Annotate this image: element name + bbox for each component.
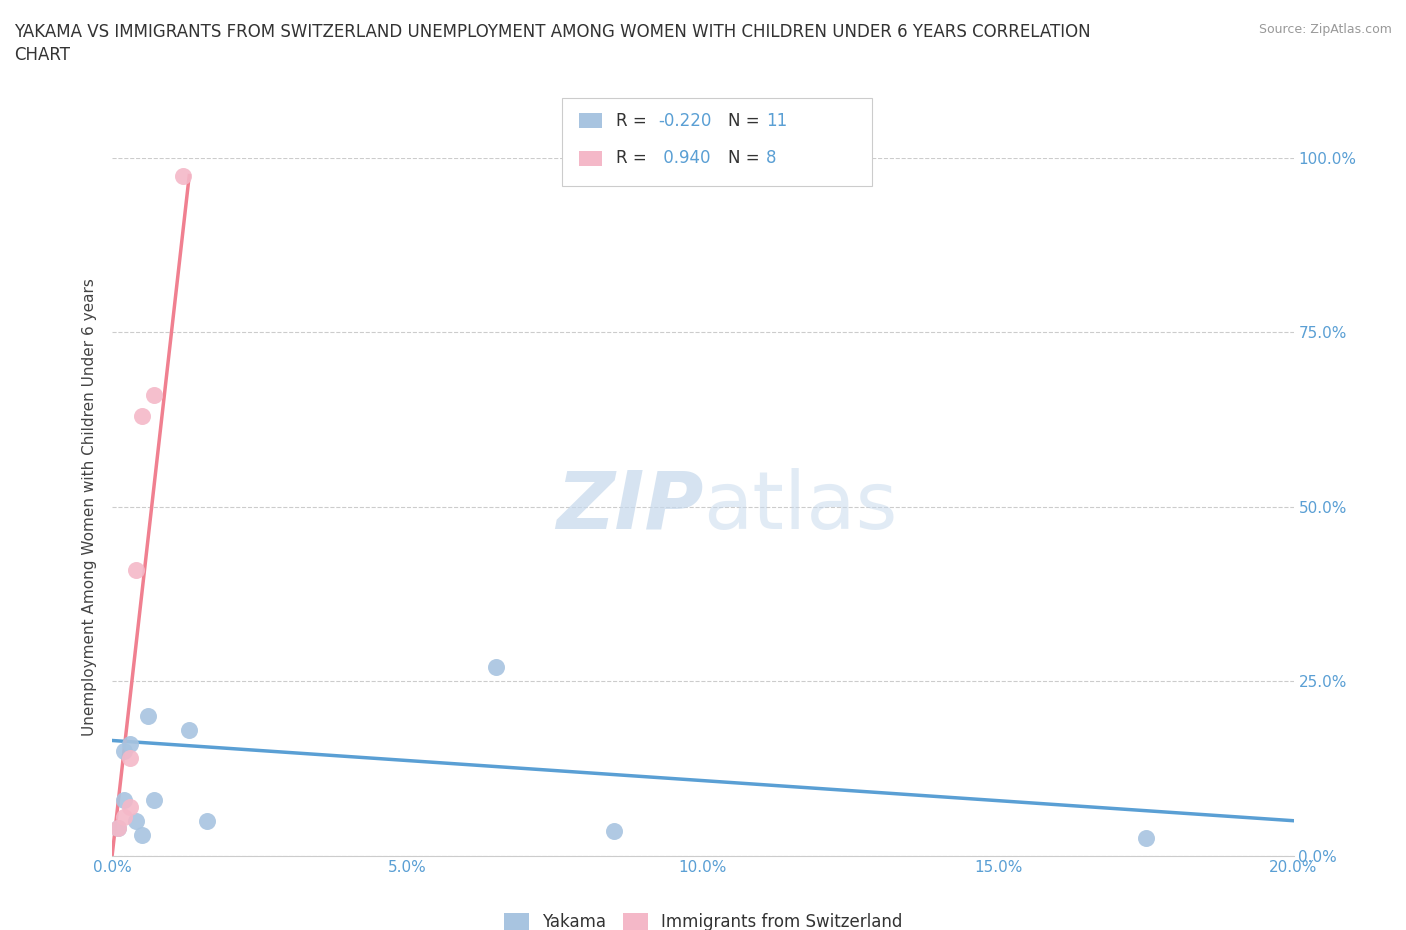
Point — [112, 744, 135, 759]
Point — [120, 737, 142, 751]
Text: R =: R = — [616, 112, 652, 130]
Point — [120, 800, 142, 815]
Point — [112, 810, 135, 825]
Text: atlas: atlas — [703, 468, 897, 546]
Text: N =: N = — [728, 112, 765, 130]
Point — [603, 824, 626, 839]
Point — [125, 562, 148, 577]
Point — [125, 813, 148, 829]
Legend: Yakama, Immigrants from Switzerland: Yakama, Immigrants from Switzerland — [496, 907, 910, 930]
Point — [1135, 830, 1157, 845]
Text: 0.940: 0.940 — [658, 149, 710, 167]
Text: -0.220: -0.220 — [658, 112, 711, 130]
Text: Source: ZipAtlas.com: Source: ZipAtlas.com — [1258, 23, 1392, 36]
Text: R =: R = — [616, 149, 652, 167]
Point — [131, 828, 153, 843]
Text: ZIP: ZIP — [555, 468, 703, 546]
Text: CHART: CHART — [14, 46, 70, 64]
Point — [107, 820, 129, 835]
Y-axis label: Unemployment Among Women with Children Under 6 years: Unemployment Among Women with Children U… — [82, 278, 97, 736]
Point — [485, 660, 508, 675]
Text: 8: 8 — [766, 149, 776, 167]
Point — [179, 723, 201, 737]
Point — [195, 813, 218, 829]
Point — [142, 388, 165, 403]
Point — [172, 168, 194, 183]
Text: N =: N = — [728, 149, 765, 167]
Text: YAKAMA VS IMMIGRANTS FROM SWITZERLAND UNEMPLOYMENT AMONG WOMEN WITH CHILDREN UND: YAKAMA VS IMMIGRANTS FROM SWITZERLAND UN… — [14, 23, 1091, 41]
Point — [136, 709, 159, 724]
Point — [120, 751, 142, 765]
Point — [107, 820, 129, 835]
Text: 11: 11 — [766, 112, 787, 130]
Point — [131, 409, 153, 424]
Point — [142, 792, 165, 807]
Point — [112, 792, 135, 807]
